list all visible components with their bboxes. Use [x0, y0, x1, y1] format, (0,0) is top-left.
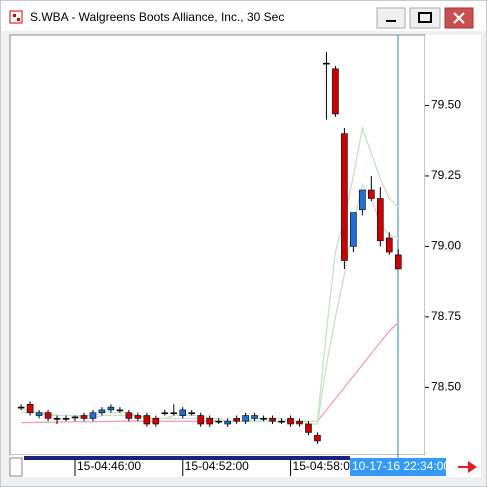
candle-body [332, 68, 339, 115]
candle-body [377, 198, 384, 242]
window-title: S.WBA - Walgreens Boots Alliance, Inc., … [30, 10, 284, 24]
candle-body [394, 254, 402, 270]
y-tick-label: 78.50 [431, 380, 461, 394]
candle-body [44, 412, 52, 419]
candle-body [179, 409, 187, 416]
y-tick-label: 79.00 [431, 239, 461, 253]
y-tick-label: 79.50 [431, 98, 461, 112]
candle-body [17, 406, 25, 409]
candle-body [260, 418, 267, 420]
scroll-arrow[interactable] [458, 461, 477, 473]
candle-body [269, 418, 276, 422]
candle-body [62, 418, 70, 420]
candle-body [242, 415, 249, 422]
candle-body [188, 412, 196, 415]
x-tick-label: 15-04:46:00 [77, 459, 141, 473]
candle-body [116, 409, 124, 412]
candle-body [107, 406, 115, 411]
candle-body [323, 62, 330, 65]
candle-body [26, 403, 34, 414]
candle-body [71, 416, 79, 419]
y-tick-label: 78.75 [431, 309, 461, 323]
candle-body [314, 434, 321, 442]
maximize-button[interactable] [409, 7, 441, 29]
candle-body [305, 423, 312, 433]
candle-body [125, 412, 133, 419]
candle-body [80, 415, 88, 419]
app-icon-dot [13, 14, 16, 17]
cursor-label: 10-17-16 22:34:00 [352, 459, 450, 473]
candle-body [385, 237, 393, 253]
plot-area [9, 34, 426, 456]
candle-body [251, 415, 258, 419]
x-tick-label: 15-04:52:00 [185, 459, 249, 473]
candle-body [152, 418, 160, 425]
candle-body [368, 189, 375, 199]
minimize-button[interactable] [376, 7, 406, 29]
scroll-bar[interactable] [24, 456, 350, 460]
candle-body [233, 418, 240, 422]
y-tick-label: 79.25 [431, 168, 461, 182]
candle-body [215, 420, 222, 423]
app-icon-dot [17, 18, 20, 21]
y-axis-area [425, 35, 481, 455]
candle-body [161, 412, 169, 415]
candle-body [224, 420, 231, 425]
close-icon [453, 12, 465, 24]
candle-body [350, 212, 357, 247]
candle-body [296, 420, 303, 425]
candle-body [143, 415, 151, 425]
candle-body [170, 412, 178, 415]
candle-body [53, 418, 61, 420]
candle-body [287, 418, 294, 425]
candle-body [89, 412, 97, 419]
candle-body [206, 418, 213, 425]
candle-body [278, 420, 285, 423]
candle-body [98, 409, 106, 414]
candle-body [35, 412, 43, 416]
x-tick-label: 15-04:58:00 [293, 459, 357, 473]
cursor-label-box [350, 458, 446, 476]
maximize-icon [418, 12, 432, 23]
scroll-box[interactable] [9, 457, 23, 477]
candle-body [359, 189, 366, 211]
candle-body [197, 415, 205, 425]
candle-body [341, 133, 348, 261]
candle-body [134, 415, 142, 419]
